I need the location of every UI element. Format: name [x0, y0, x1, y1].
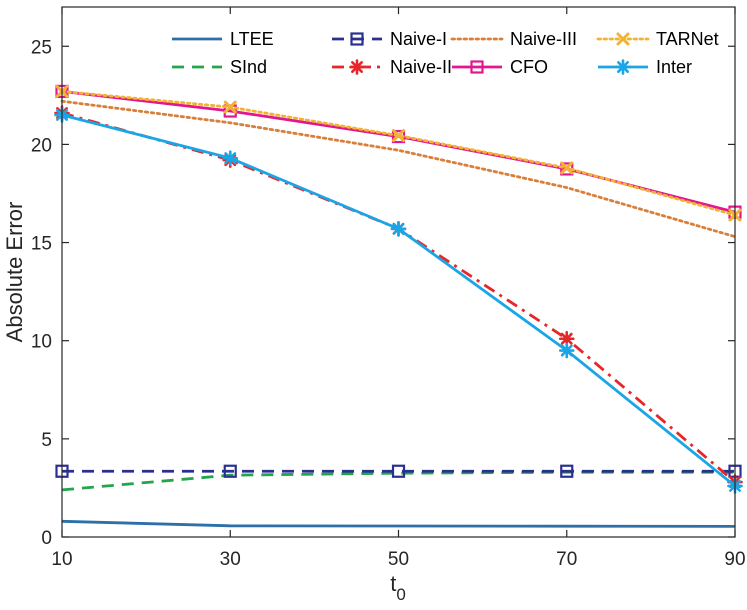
x-axis-label-main: t — [390, 571, 396, 596]
legend-label: SInd — [230, 57, 267, 77]
data-point-tarnet-3 — [560, 161, 574, 175]
data-point-naive-i-1 — [223, 464, 237, 478]
x-axis-label: t0 — [390, 571, 406, 604]
legend-item-ltee: LTEE — [172, 29, 274, 49]
plot-frame — [61, 6, 736, 538]
x-tick-label: 50 — [388, 549, 409, 570]
series-naive-i — [55, 464, 742, 478]
legend-marker — [616, 32, 630, 46]
legend-label: TARNet — [656, 29, 719, 49]
y-tick-label: 5 — [41, 430, 52, 451]
legend-item-inter: Inter — [598, 57, 692, 77]
series-naive-ii — [54, 105, 743, 490]
data-point-inter-1 — [222, 150, 239, 166]
series-line-sind — [61, 470, 735, 492]
legend-item-naive-iii: Naive-III — [450, 29, 577, 49]
legend-marker — [350, 32, 364, 46]
legend-item-tarnet: TARNet — [596, 29, 719, 49]
series-sind — [61, 470, 735, 492]
legend-marker — [615, 59, 631, 75]
legend: LTEE SInd Naive-I Naive-II Naive-III CFO TARNe… — [172, 29, 719, 77]
legend-item-naive-ii: Naive-II — [332, 57, 452, 77]
legend-marker — [349, 59, 365, 75]
data-point-naive-i-2 — [391, 464, 406, 478]
series-cfo — [55, 84, 742, 219]
legend-label: Naive-I — [390, 29, 447, 49]
legend-label: Inter — [656, 57, 692, 77]
y-axis-label: Absolute Error — [2, 202, 27, 343]
x-tick-label: 70 — [556, 549, 577, 570]
series-naive-iii — [60, 99, 737, 239]
series-tarnet — [55, 84, 742, 222]
data-point-tarnet-2 — [392, 129, 405, 143]
series-line-naive-ii — [61, 111, 736, 484]
y-tick-label: 15 — [31, 234, 52, 255]
x-tick-label: 10 — [51, 549, 72, 570]
series-line-ltee — [61, 519, 736, 528]
x-tick-label: 30 — [220, 549, 241, 570]
series-line-inter — [61, 113, 736, 488]
legend-marker — [470, 60, 484, 74]
y-tick-label: 0 — [41, 528, 52, 549]
legend-item-sind: SInd — [172, 57, 267, 77]
series-ltee — [61, 519, 736, 528]
y-tick-label: 10 — [31, 332, 52, 353]
series-line-tarnet — [60, 90, 737, 217]
legend-item-cfo: CFO — [452, 57, 548, 77]
x-axis-label-subscript: 0 — [396, 585, 405, 604]
legend-label: Naive-III — [510, 29, 577, 49]
data-point-inter-2 — [390, 221, 407, 237]
series-inter — [54, 107, 743, 494]
x-tick-label: 90 — [724, 549, 745, 570]
legend-label: Naive-II — [390, 57, 452, 77]
y-tick-label: 20 — [31, 135, 52, 156]
data-point-naive-i-3 — [560, 464, 574, 478]
series-line-naive-iii — [60, 99, 737, 239]
legend-label: CFO — [510, 57, 548, 77]
data-point-tarnet-1 — [223, 100, 237, 114]
legend-label: LTEE — [230, 29, 274, 49]
legend-item-naive-i: Naive-I — [332, 29, 447, 49]
y-tick-label: 25 — [31, 37, 52, 58]
data-point-inter-3 — [558, 342, 575, 359]
series-line-cfo — [61, 90, 736, 214]
